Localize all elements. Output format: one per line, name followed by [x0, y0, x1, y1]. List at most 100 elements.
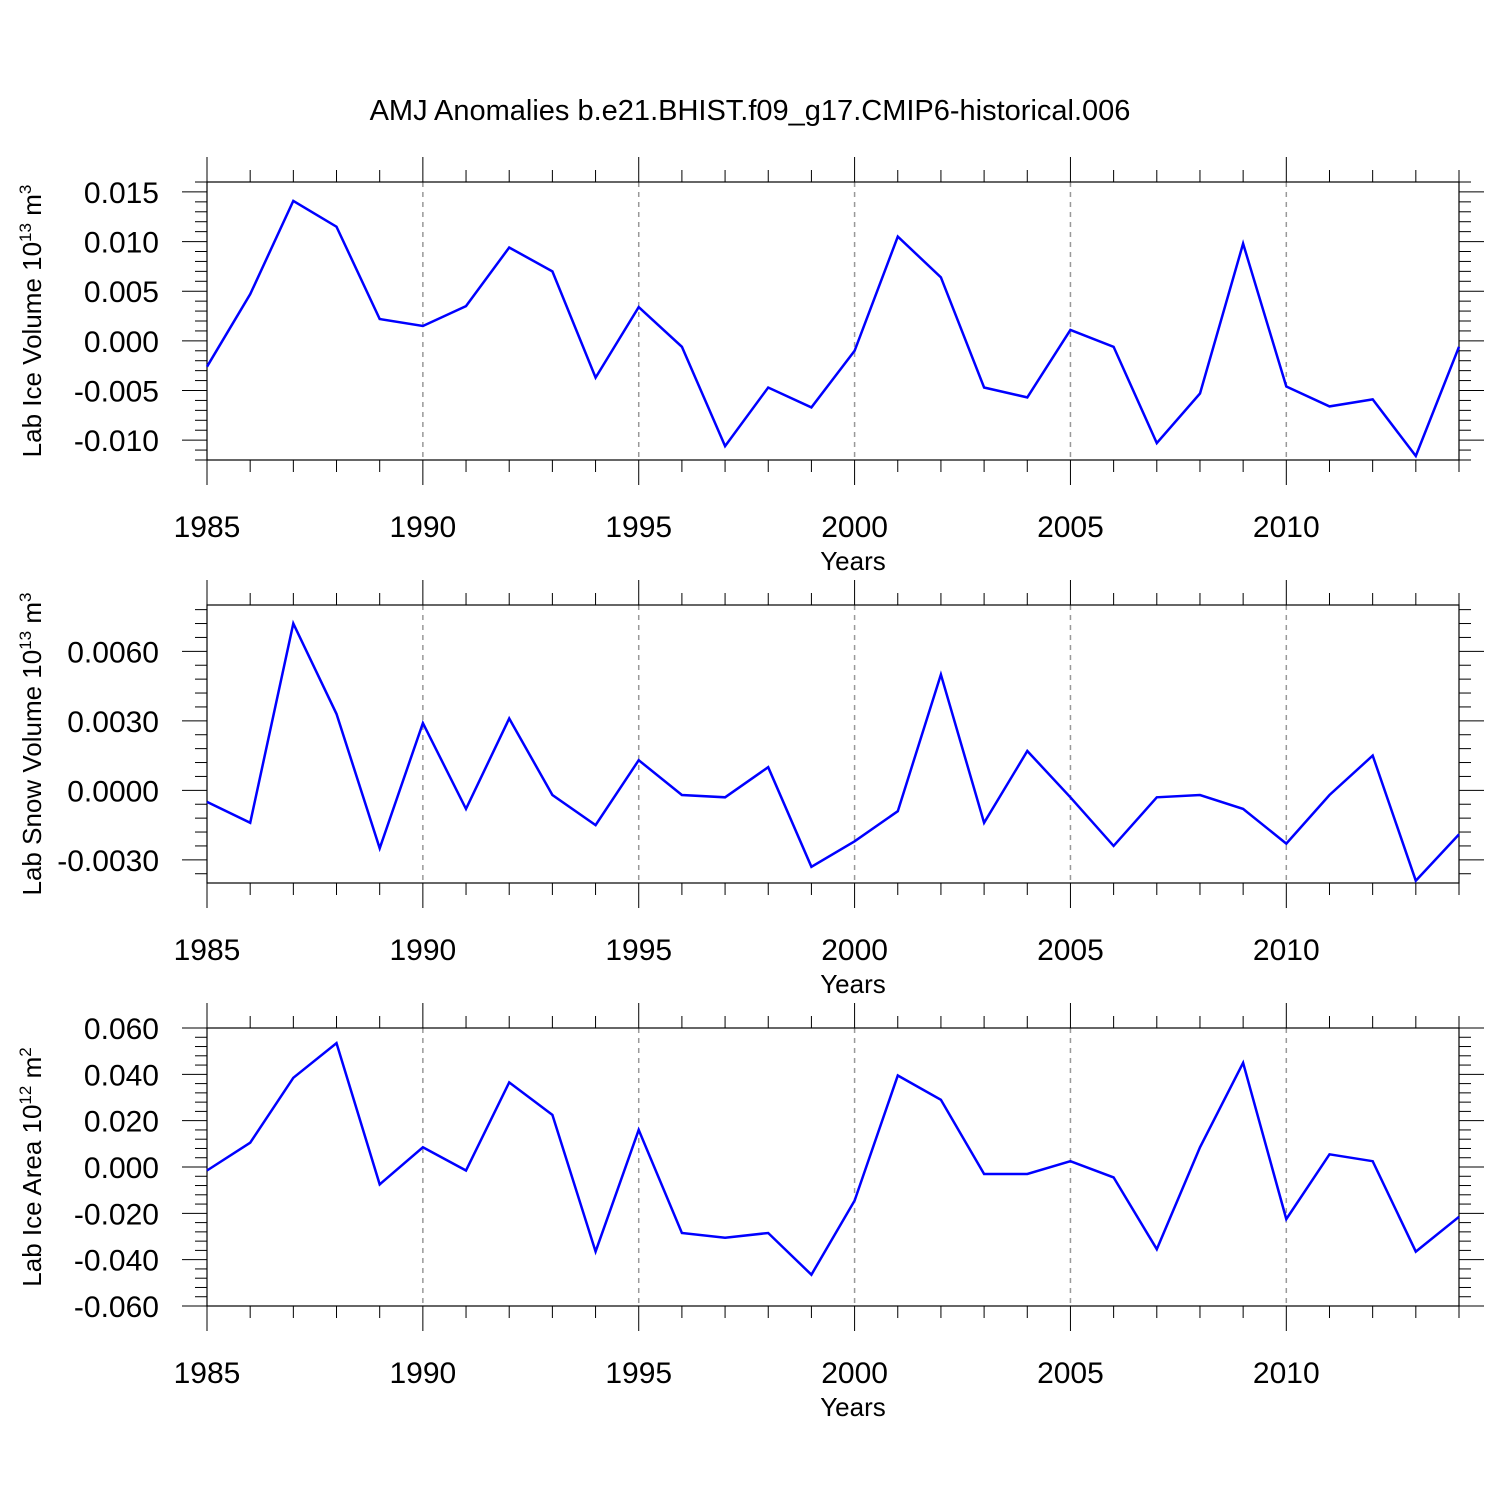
y-axis-title-exponent: 13	[16, 631, 35, 650]
data-point	[507, 246, 511, 250]
series-line	[205, 199, 1461, 459]
data-point	[766, 765, 770, 769]
data-point	[291, 1076, 295, 1080]
data-point	[335, 225, 339, 229]
data-point	[853, 349, 857, 353]
data-point	[594, 1250, 598, 1254]
y-tick-label: 0.0060	[67, 636, 159, 669]
y-tick-label: 0.0030	[67, 706, 159, 739]
x-tick-label: 2000	[821, 511, 888, 544]
panel-ice-area: -0.060 -0.040 -0.020 0.000 0.020 0.040 0.060 19…	[16, 1003, 1484, 1422]
data-point	[1198, 391, 1202, 395]
data-point	[680, 1231, 684, 1235]
y-tick-label: 0.010	[84, 227, 159, 260]
x-tick-label: 1985	[174, 1357, 241, 1390]
data-point	[1068, 795, 1072, 799]
data-point	[939, 275, 943, 279]
x-tick-label: 1985	[174, 934, 241, 967]
y-axis-title: Lab Ice Area 1012 m2	[16, 1047, 47, 1286]
data-point	[1112, 844, 1116, 848]
data-point	[205, 800, 209, 804]
y-axis-title-unit-exponent: 3	[16, 185, 35, 194]
data-point	[1025, 1172, 1029, 1176]
y-axis-title-unit: m	[17, 602, 47, 631]
data-point	[1414, 879, 1418, 883]
y-tick-label: 0.0000	[67, 775, 159, 808]
series-line	[206, 1040, 1460, 1277]
data-point	[896, 235, 900, 239]
y-tick-label: 0.015	[84, 177, 159, 210]
data-point	[939, 1098, 943, 1102]
data-point	[853, 1199, 857, 1203]
x-axis-title: Years	[820, 969, 886, 999]
y-axis-title-exponent: 12	[16, 1086, 35, 1105]
data-point	[1241, 1061, 1245, 1065]
y-axis-title: Lab Ice Volume 1013 m3	[16, 185, 47, 458]
x-tick-label: 1995	[605, 934, 672, 967]
y-tick-label: -0.060	[74, 1291, 159, 1324]
data-point	[809, 1273, 813, 1277]
y-tick-label: -0.010	[74, 425, 159, 458]
data-point	[1327, 404, 1331, 408]
data-point	[982, 821, 986, 825]
data-point	[421, 721, 425, 725]
y-axis-title-text: Lab Ice Volume 10	[17, 242, 47, 457]
data-point	[550, 793, 554, 797]
x-tick-label: 1990	[389, 934, 456, 967]
data-point	[421, 1145, 425, 1149]
plot-frame	[206, 604, 1460, 884]
data-point	[1457, 832, 1461, 836]
data-point	[1068, 1159, 1072, 1163]
data-point	[982, 386, 986, 390]
data-point	[1457, 1215, 1461, 1219]
data-point	[1025, 749, 1029, 753]
data-point	[1241, 242, 1245, 246]
data-point	[896, 809, 900, 813]
data-point	[982, 1172, 986, 1176]
data-point	[550, 1113, 554, 1117]
x-tick-label: 2005	[1037, 1357, 1104, 1390]
data-point	[378, 1182, 382, 1186]
y-tick-label: -0.040	[74, 1245, 159, 1278]
y-tick-label: 0.000	[84, 1152, 159, 1185]
x-tick-label: 1995	[605, 1357, 672, 1390]
x-tick-label: 2000	[821, 934, 888, 967]
data-point	[939, 673, 943, 677]
data-point	[464, 304, 468, 308]
data-point	[680, 793, 684, 797]
data-point	[1414, 1250, 1418, 1254]
y-axis-title-exponent: 13	[16, 223, 35, 242]
data-point	[421, 324, 425, 328]
data-point	[1025, 395, 1029, 399]
y-axis-title: Lab Snow Volume 1013 m3	[16, 592, 47, 895]
data-point	[248, 1141, 252, 1145]
data-point	[680, 345, 684, 349]
data-point	[464, 1168, 468, 1172]
data-point	[1155, 795, 1159, 799]
y-axis-title-unit: m	[17, 194, 47, 223]
y-axis-title-unit-exponent: 3	[16, 592, 35, 601]
y-axis-title-text: Lab Snow Volume 10	[17, 650, 47, 896]
x-tick-label: 2010	[1253, 934, 1320, 967]
data-point	[507, 717, 511, 721]
data-point	[1284, 1217, 1288, 1221]
x-tick-label: 2010	[1253, 511, 1320, 544]
x-tick-label: 2005	[1037, 511, 1104, 544]
y-tick-label: 0.000	[84, 326, 159, 359]
data-point	[1112, 1175, 1116, 1179]
data-point	[507, 1080, 511, 1084]
data-point	[896, 1073, 900, 1077]
data-point	[291, 622, 295, 626]
data-point	[1371, 397, 1375, 401]
y-axis-title-unit: m	[17, 1057, 47, 1086]
data-point	[809, 865, 813, 869]
y-axis-title-unit-exponent: 2	[16, 1047, 35, 1056]
data-point	[550, 269, 554, 273]
data-point	[1155, 1247, 1159, 1251]
data-point	[853, 839, 857, 843]
data-point	[1414, 454, 1418, 458]
x-tick-label: 1985	[174, 511, 241, 544]
data-point	[637, 1128, 641, 1132]
data-point	[637, 305, 641, 309]
data-point	[1327, 1152, 1331, 1156]
